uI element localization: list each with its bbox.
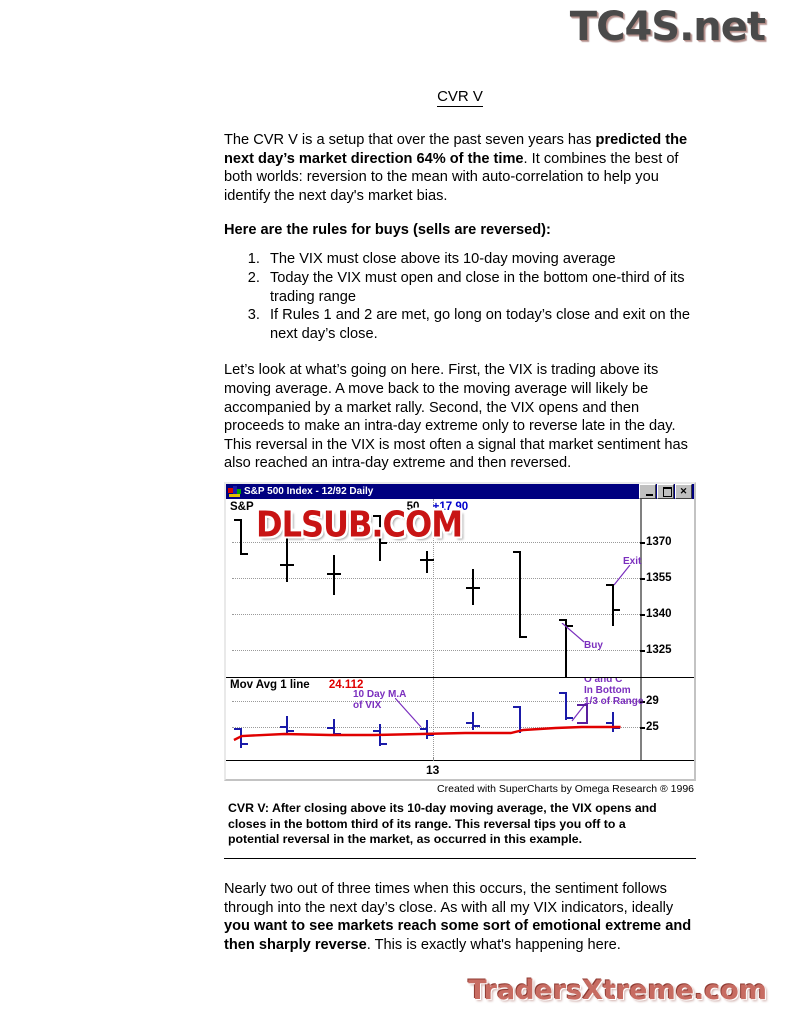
gridline <box>232 650 640 651</box>
closing-section: Nearly two out of three times when this … <box>224 880 696 971</box>
x-axis: 13 <box>226 757 694 779</box>
buy-leader-line <box>561 623 585 643</box>
dlsub-watermark: DLSUB.COM <box>256 502 463 546</box>
window-controls[interactable]: ✕ <box>639 484 693 499</box>
supercharts-icon <box>228 485 241 498</box>
gridline-vertical <box>433 678 434 760</box>
buy-label: Buy <box>584 640 603 651</box>
price-panel-header: S&P 50 +17.90 <box>230 501 468 513</box>
closing-bold: you want to see markets reach some sort … <box>224 918 692 953</box>
close-icon: ✕ <box>679 486 688 496</box>
intro-bold: predicted the next day’s market directio… <box>224 132 688 167</box>
minimize-button[interactable] <box>639 484 656 499</box>
price-y-axis: 1370 1355 1340 1325 <box>640 499 694 677</box>
figure-caption: CVR V: After closing above its 10-day mo… <box>228 801 657 846</box>
rules-heading: Here are the rules for buys (sells are r… <box>224 222 551 239</box>
x-tick-label: 13 <box>426 763 440 777</box>
vix-panel: Mov Avg 1 line 24.112 <box>226 677 694 760</box>
moving-average-line <box>233 725 621 742</box>
vix-y-axis: 29 25 <box>640 678 694 760</box>
chart-credit: Created with SuperCharts by Omega Resear… <box>437 783 694 795</box>
closing-paragraph: Nearly two out of three times when this … <box>224 881 692 953</box>
gridline <box>232 727 640 728</box>
close-button[interactable]: ✕ <box>675 484 692 499</box>
indicator-value: 24.112 <box>328 679 364 691</box>
chart-figure: S&P 500 Index - 12/92 Daily ✕ DLSUB.COM … <box>224 482 696 859</box>
exit-label: Exit <box>623 556 642 567</box>
document-body: CVR V The CVR V is a setup that over the… <box>224 88 696 490</box>
gridline <box>232 578 640 579</box>
chart-body: DLSUB.COM S&P 50 +17.90 <box>226 499 694 779</box>
tc4s-watermark: TC4S.net <box>569 4 766 50</box>
explanation-paragraph: Let’s look at what’s going on here. Firs… <box>224 362 688 472</box>
rules-list: The VIX must close above its 10-day movi… <box>224 250 696 343</box>
indicator-label: Mov Avg 1 line <box>230 679 310 691</box>
gridline <box>232 701 640 702</box>
vix-plot: 10 Day M.A of VIX O and C In Bottom 1/3 … <box>232 677 644 760</box>
window-title: S&P 500 Index - 12/92 Daily <box>244 486 374 497</box>
symbol-label: S&P <box>230 501 254 513</box>
figure-divider <box>224 857 696 859</box>
price-panel: S&P 50 +17.90 <box>226 499 694 677</box>
list-item: The VIX must close above its 10-day movi… <box>264 250 696 269</box>
maximize-button[interactable] <box>657 484 674 499</box>
intro-paragraph: The CVR V is a setup that over the past … <box>224 132 688 204</box>
list-item: Today the VIX must open and close in the… <box>264 269 696 306</box>
tradersxtreme-watermark: TradersXtreme.com <box>468 975 767 1006</box>
range-bracket <box>577 704 588 724</box>
ma-leader-line <box>395 698 422 728</box>
gridline-vertical <box>433 499 434 677</box>
gridline <box>232 614 640 615</box>
exit-leader-line <box>613 565 631 586</box>
page-title: CVR V <box>437 88 483 107</box>
vix-panel-header: Mov Avg 1 line 24.112 <box>230 679 363 691</box>
window-titlebar[interactable]: S&P 500 Index - 12/92 Daily ✕ <box>226 484 694 499</box>
oc-label: O and C In Bottom 1/3 of Range <box>584 677 644 707</box>
gridline <box>232 542 640 543</box>
ma-label: 10 Day M.A of VIX <box>353 689 407 711</box>
price-plot: Exit Buy <box>232 499 642 677</box>
list-item: If Rules 1 and 2 are met, go long on tod… <box>264 306 696 343</box>
price-change: +17.90 <box>432 501 469 513</box>
price-value: 50 <box>406 501 420 513</box>
chart-window: S&P 500 Index - 12/92 Daily ✕ DLSUB.COM … <box>224 482 696 781</box>
